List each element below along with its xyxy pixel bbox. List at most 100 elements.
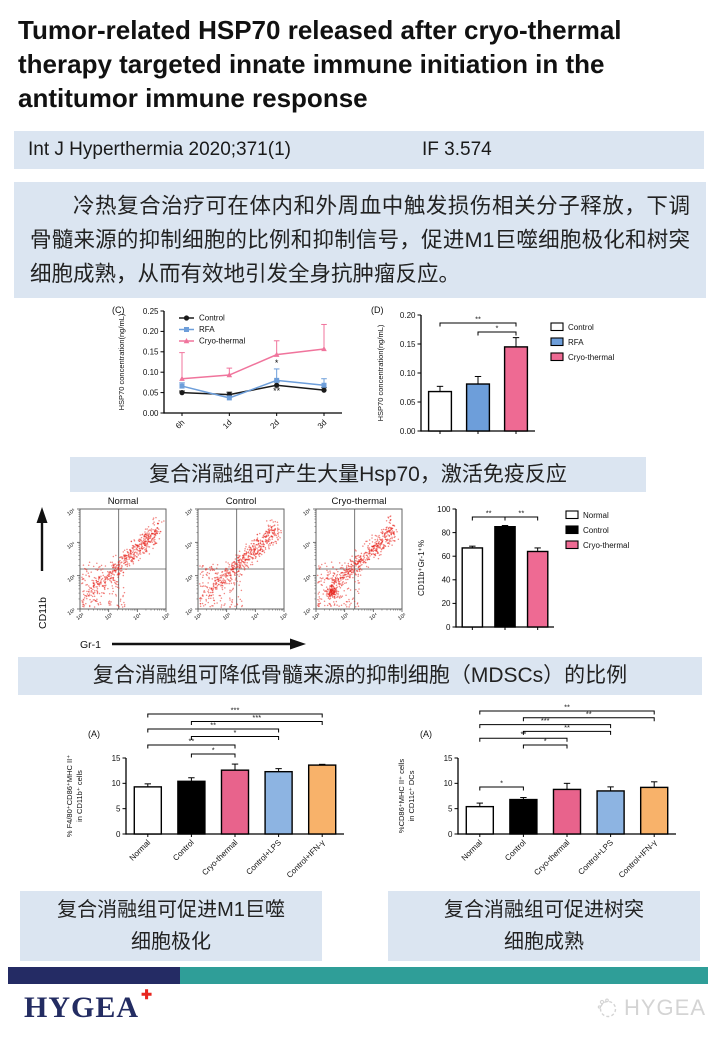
flow-cytometry-panels: Normal 10² 10² 10³ 10³ 10⁴ 10⁴ 10⁵ 10⁵ Control 10²… bbox=[54, 495, 408, 635]
svg-text:10³: 10³ bbox=[67, 575, 77, 585]
svg-text:10³: 10³ bbox=[104, 613, 114, 623]
svg-text:10⁴: 10⁴ bbox=[368, 611, 379, 622]
caption-macrophage: 复合消融组可促进M1巨噬 细胞极化 bbox=[20, 891, 322, 962]
svg-text:0.00: 0.00 bbox=[400, 427, 416, 436]
figure-hsp70-row: 0.00 0.05 0.10 0.15 0.20 0.25 6h 1d 2d 3d Control R… bbox=[0, 301, 720, 451]
footer-color-bars bbox=[8, 967, 708, 985]
svg-text:0: 0 bbox=[446, 623, 451, 632]
svg-text:Control: Control bbox=[503, 838, 528, 863]
svg-text:**: ** bbox=[586, 710, 592, 719]
impact-factor: IF 3.574 bbox=[422, 139, 492, 161]
svg-text:%CD86⁺MHC II⁺ cells: %CD86⁺MHC II⁺ cells bbox=[397, 759, 406, 833]
gr1-axis-arrow: Gr-1 bbox=[80, 638, 306, 651]
svg-text:10²: 10² bbox=[193, 613, 203, 623]
svg-text:(A): (A) bbox=[88, 729, 100, 739]
svg-text:Control+LPS: Control+LPS bbox=[576, 838, 615, 877]
svg-text:*: * bbox=[234, 728, 237, 737]
svg-text:**: ** bbox=[564, 723, 570, 732]
svg-text:10⁵: 10⁵ bbox=[397, 612, 408, 623]
svg-text:80: 80 bbox=[442, 529, 451, 538]
svg-text:0.10: 0.10 bbox=[143, 368, 159, 377]
svg-text:Cryo-thermal: Cryo-thermal bbox=[583, 541, 629, 550]
svg-text:10⁵: 10⁵ bbox=[184, 507, 195, 518]
svg-text:15: 15 bbox=[112, 754, 121, 763]
svg-text:10⁵: 10⁵ bbox=[161, 612, 172, 623]
svg-text:RFA: RFA bbox=[199, 326, 215, 335]
svg-text:*: * bbox=[275, 358, 279, 368]
footer-navy-bar bbox=[8, 967, 180, 985]
svg-text:Normal: Normal bbox=[108, 496, 139, 507]
hsp70-bar-chart: 0.000.050.100.150.20 ***HSP70 concentrati… bbox=[371, 305, 614, 436]
svg-text:Control+LPS: Control+LPS bbox=[244, 838, 283, 877]
cd11b-axis-arrow: CD11b bbox=[36, 507, 49, 629]
svg-text:**: ** bbox=[188, 737, 194, 746]
svg-text:*: * bbox=[500, 779, 503, 788]
svg-text:Control+IFN-γ: Control+IFN-γ bbox=[617, 838, 659, 880]
watermark-text: HYGEA bbox=[623, 995, 706, 1021]
svg-text:10⁴: 10⁴ bbox=[132, 611, 143, 622]
svg-text:10⁴: 10⁴ bbox=[250, 611, 261, 622]
svg-text:10³: 10³ bbox=[340, 613, 350, 623]
svg-text:0.15: 0.15 bbox=[143, 348, 159, 357]
svg-text:5: 5 bbox=[448, 805, 453, 814]
hygea-logo: HYGEA ✚ bbox=[24, 987, 152, 1025]
caption-hsp70: 复合消融组可产生大量Hsp70，激活免疫反应 bbox=[70, 457, 646, 493]
svg-text:*: * bbox=[544, 737, 547, 746]
svg-text:Control+IFN-γ: Control+IFN-γ bbox=[285, 838, 327, 880]
svg-text:20: 20 bbox=[442, 600, 451, 609]
svg-text:1d: 1d bbox=[221, 418, 234, 431]
svg-text:in CD11b⁺ cells: in CD11b⁺ cells bbox=[75, 770, 84, 822]
svg-text:Cryo-thermal: Cryo-thermal bbox=[199, 337, 245, 346]
journal-name: Int J Hyperthermia 2020;371(1) bbox=[28, 139, 291, 161]
svg-text:***: *** bbox=[541, 716, 550, 725]
svg-text:10³: 10³ bbox=[222, 613, 232, 623]
figure-flow-row: CD11b Normal 10² 10² 10³ 10³ 10⁴ 10⁴ 10⁵ 10⁵ Cont… bbox=[0, 495, 720, 655]
svg-text:*: * bbox=[212, 746, 215, 755]
svg-text:10²: 10² bbox=[303, 608, 313, 618]
svg-text:**: ** bbox=[520, 730, 526, 739]
svg-text:10: 10 bbox=[444, 780, 453, 789]
svg-text:0.20: 0.20 bbox=[143, 328, 159, 337]
svg-text:0.05: 0.05 bbox=[400, 398, 416, 407]
svg-text:0.10: 0.10 bbox=[400, 369, 416, 378]
footer-teal-bar bbox=[180, 967, 708, 985]
svg-text:15: 15 bbox=[444, 754, 453, 763]
macrophage-bar-chart: 0 5 10 15 Normal Control Cryo-thermal Control+L… bbox=[65, 706, 344, 880]
caption-mdsc: 复合消融组可降低骨髓来源的抑制细胞（MDSCs）的比例 bbox=[18, 657, 702, 696]
svg-text:Gr-1: Gr-1 bbox=[80, 639, 101, 651]
svg-text:***: *** bbox=[252, 713, 261, 722]
svg-text:0.15: 0.15 bbox=[400, 340, 416, 349]
figure-bottom-row: 0 5 10 15 Normal Control Cryo-thermal Control+L… bbox=[0, 701, 720, 886]
svg-text:10: 10 bbox=[112, 780, 121, 789]
svg-text:Cryo-thermal: Cryo-thermal bbox=[568, 353, 614, 362]
svg-text:% F4/80⁺CD86⁺MHC II⁺: % F4/80⁺CD86⁺MHC II⁺ bbox=[65, 755, 74, 837]
svg-text:0: 0 bbox=[448, 830, 453, 839]
svg-text:10²: 10² bbox=[311, 613, 321, 623]
svg-text:0.20: 0.20 bbox=[400, 311, 416, 320]
svg-text:10⁵: 10⁵ bbox=[66, 507, 77, 518]
svg-text:10²: 10² bbox=[75, 613, 85, 623]
svg-text:Cryo-thermal: Cryo-thermal bbox=[332, 496, 387, 507]
svg-text:10³: 10³ bbox=[185, 575, 195, 585]
svg-text:10³: 10³ bbox=[303, 575, 313, 585]
svg-text:10⁴: 10⁴ bbox=[302, 540, 313, 551]
svg-text:10⁴: 10⁴ bbox=[184, 540, 195, 551]
svg-text:**: ** bbox=[564, 703, 570, 712]
svg-text:CD11b: CD11b bbox=[37, 597, 49, 629]
dc-bar-chart: 0 5 10 15 Normal Control Cryo-thermal Control+L… bbox=[397, 703, 676, 880]
mdsc-bar-chart: 0 20 40 60 80 100 ** ** CD11b⁺Gr-1⁺% Normal Contro… bbox=[417, 505, 629, 632]
svg-text:HSP70 concentration(ng/mL): HSP70 concentration(ng/mL) bbox=[376, 325, 385, 422]
svg-text:Control: Control bbox=[583, 526, 609, 535]
hsp70-line-chart: 0.00 0.05 0.10 0.15 0.20 0.25 6h 1d 2d 3d Control R… bbox=[112, 305, 342, 431]
svg-text:6h: 6h bbox=[174, 418, 187, 431]
svg-text:5: 5 bbox=[116, 805, 121, 814]
svg-text:(C): (C) bbox=[112, 305, 125, 315]
caption-bottom-row: 复合消融组可促进M1巨噬 细胞极化 复合消融组可促进树突 细胞成熟 bbox=[0, 891, 720, 962]
svg-text:10⁵: 10⁵ bbox=[279, 612, 290, 623]
svg-text:Control: Control bbox=[226, 496, 257, 507]
journal-bar: Int J Hyperthermia 2020;371(1) IF 3.574 bbox=[14, 131, 704, 170]
svg-text:Normal: Normal bbox=[583, 511, 609, 520]
svg-text:**: ** bbox=[273, 387, 281, 397]
